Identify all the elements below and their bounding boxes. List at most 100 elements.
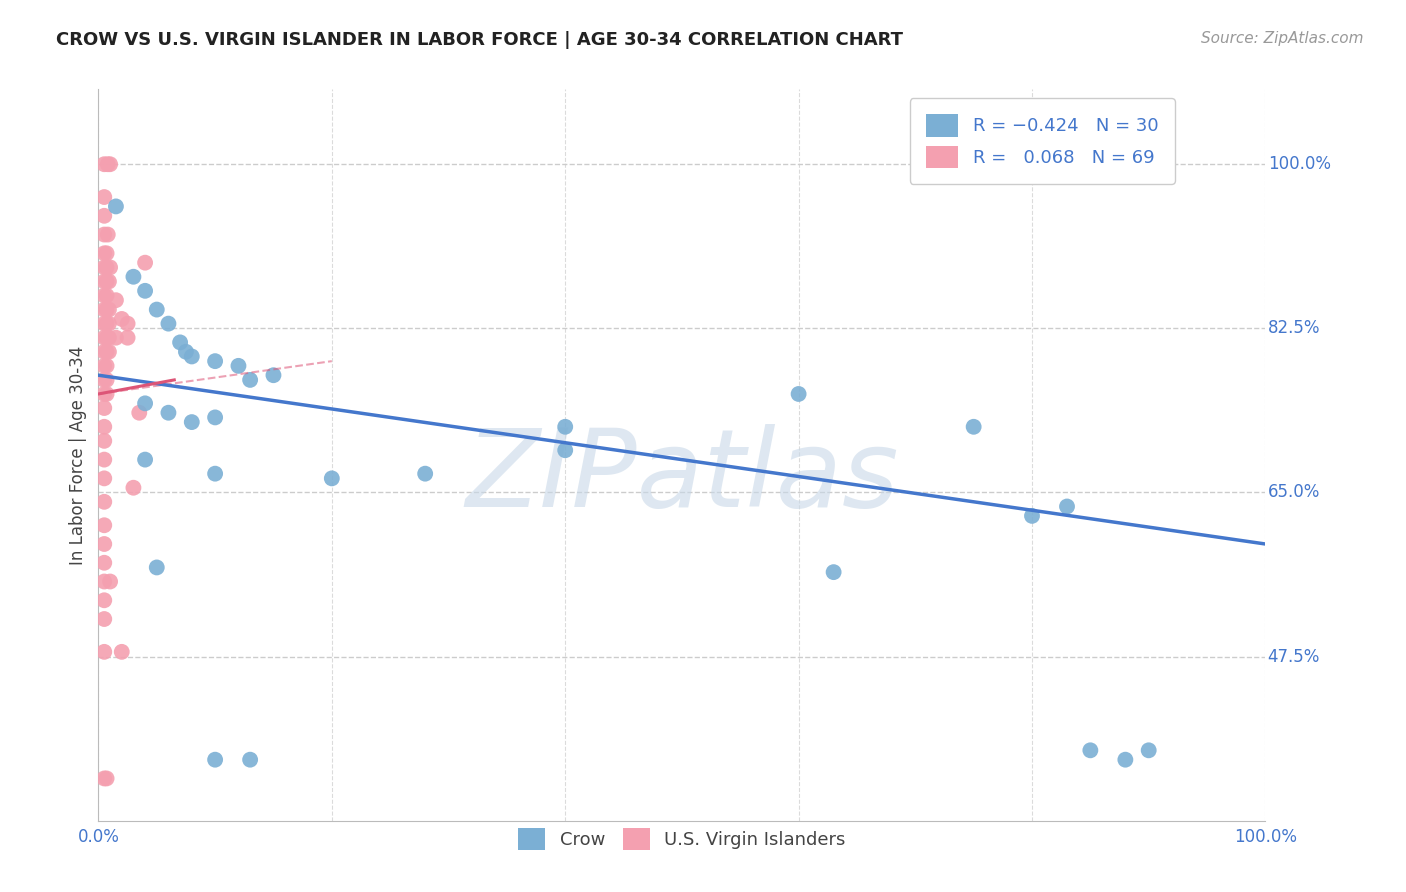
Point [97, 331, 120, 345]
Point [93, 772, 115, 786]
Point [96, 359, 118, 373]
Point [96, 772, 118, 786]
Point [962, 419, 984, 434]
Text: 82.5%: 82.5% [1268, 319, 1320, 337]
Point [117, 331, 139, 345]
Point [93, 275, 115, 289]
Point [97, 317, 120, 331]
Point [93, 537, 115, 551]
Point [134, 396, 156, 410]
Point [204, 410, 226, 425]
Point [228, 359, 250, 373]
Point [239, 753, 262, 767]
Point [93, 344, 115, 359]
Point [174, 344, 197, 359]
Point [96, 331, 118, 345]
Point [104, 293, 127, 308]
Point [93, 593, 115, 607]
Legend: Crow, U.S. Virgin Islanders: Crow, U.S. Virgin Islanders [503, 814, 860, 864]
Point [96, 317, 118, 331]
Point [128, 406, 150, 420]
Point [204, 354, 226, 368]
Text: 47.5%: 47.5% [1268, 648, 1320, 665]
Point [93, 556, 115, 570]
Point [96, 260, 118, 275]
Point [554, 419, 576, 434]
Point [93, 359, 115, 373]
Point [96, 288, 118, 302]
Point [97, 302, 120, 317]
Point [96, 275, 118, 289]
Text: CROW VS U.S. VIRGIN ISLANDER IN LABOR FORCE | AGE 30-34 CORRELATION CHART: CROW VS U.S. VIRGIN ISLANDER IN LABOR FO… [56, 31, 903, 49]
Point [93, 518, 115, 533]
Point [93, 317, 115, 331]
Point [204, 753, 226, 767]
Point [93, 471, 115, 485]
Point [96, 246, 118, 260]
Point [104, 199, 127, 213]
Point [93, 419, 115, 434]
Point [93, 157, 115, 171]
Point [180, 415, 202, 429]
Point [96, 373, 118, 387]
Point [204, 467, 226, 481]
Point [93, 387, 115, 401]
Point [93, 331, 115, 345]
Point [169, 335, 191, 350]
Point [93, 260, 115, 275]
Point [134, 452, 156, 467]
Text: 65.0%: 65.0% [1268, 483, 1320, 501]
Point [1137, 743, 1160, 757]
Point [98, 157, 121, 171]
Point [96, 344, 118, 359]
Point [180, 350, 202, 364]
Point [122, 269, 145, 284]
Point [787, 387, 810, 401]
Point [134, 284, 156, 298]
Text: ZIPatlas: ZIPatlas [465, 425, 898, 529]
Point [97, 157, 120, 171]
Point [93, 246, 115, 260]
Point [96, 302, 118, 317]
Point [262, 368, 284, 383]
Point [239, 373, 262, 387]
Point [98, 260, 121, 275]
Point [104, 331, 127, 345]
Point [554, 443, 576, 458]
Text: 100.0%: 100.0% [1268, 155, 1330, 173]
Point [146, 302, 169, 317]
Point [97, 344, 120, 359]
Y-axis label: In Labor Force | Age 30-34: In Labor Force | Age 30-34 [69, 345, 87, 565]
Point [93, 373, 115, 387]
Point [157, 406, 180, 420]
Point [93, 288, 115, 302]
Point [98, 574, 121, 589]
Point [93, 612, 115, 626]
Point [93, 574, 115, 589]
Point [93, 190, 115, 204]
Point [823, 565, 845, 579]
Point [134, 255, 156, 269]
Point [157, 317, 180, 331]
Point [93, 645, 115, 659]
Point [93, 401, 115, 415]
Point [93, 227, 115, 242]
Point [97, 275, 120, 289]
Point [93, 495, 115, 509]
Point [1080, 743, 1102, 757]
Point [93, 302, 115, 317]
Point [413, 467, 436, 481]
Point [117, 317, 139, 331]
Point [96, 387, 118, 401]
Point [321, 471, 343, 485]
Point [122, 481, 145, 495]
Point [93, 452, 115, 467]
Point [93, 434, 115, 448]
Point [1114, 753, 1136, 767]
Text: Source: ZipAtlas.com: Source: ZipAtlas.com [1201, 31, 1364, 46]
Point [111, 312, 134, 326]
Point [111, 645, 134, 659]
Point [97, 227, 120, 242]
Point [146, 560, 169, 574]
Point [1056, 500, 1078, 514]
